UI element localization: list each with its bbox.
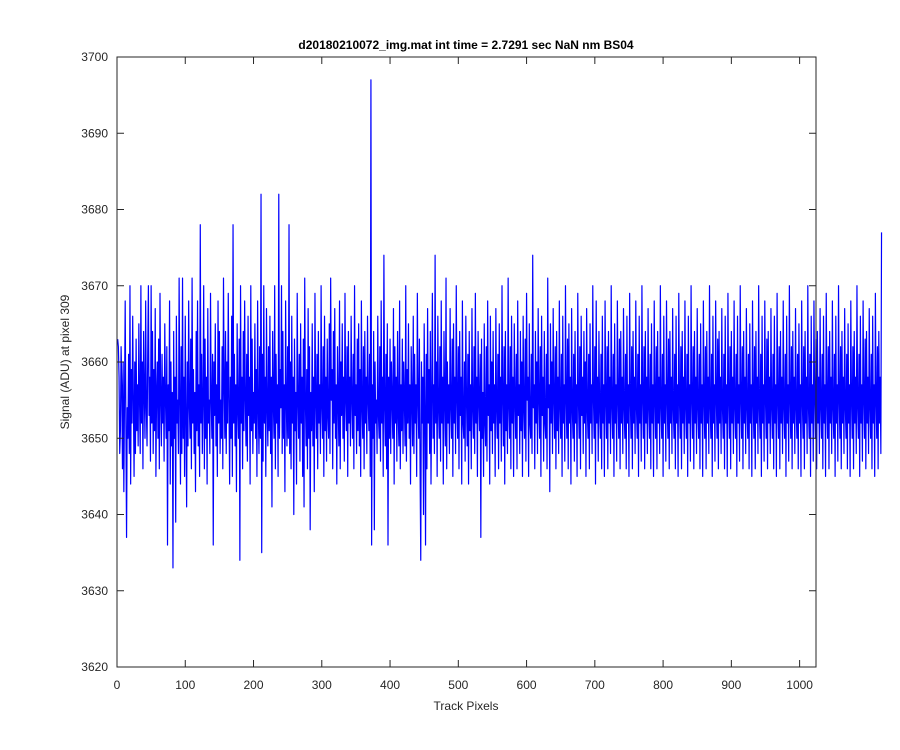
x-tick-label: 500: [448, 678, 468, 692]
y-tick-label: 3660: [81, 355, 108, 369]
x-tick-label: 0: [114, 678, 121, 692]
y-tick-label: 3640: [81, 508, 108, 522]
y-tick-label: 3650: [81, 431, 108, 445]
x-tick-label: 300: [312, 678, 332, 692]
x-tick-labels: 0 100 200 300 400 500 600 700 800 900 1000: [114, 678, 814, 692]
chart-title: d20180210072_img.mat int time = 2.7291 s…: [298, 38, 634, 52]
y-tick-label: 3690: [81, 126, 108, 140]
x-tick-label: 700: [585, 678, 605, 692]
axes-box: [116, 56, 817, 668]
x-tick-label: 400: [380, 678, 400, 692]
y-tick-label: 3700: [81, 50, 108, 64]
y-tick-label: 3620: [81, 660, 108, 674]
series-line-group: [117, 79, 883, 569]
y-tick-label: 3630: [81, 584, 108, 598]
x-tick-label: 1000: [786, 678, 813, 692]
x-tick-label: 100: [175, 678, 195, 692]
x-tick-label: 800: [653, 678, 673, 692]
x-tick-label: 900: [721, 678, 741, 692]
x-tick-label: 200: [244, 678, 264, 692]
y-tick-label: 3680: [81, 203, 108, 217]
y-tick-label: 3670: [81, 279, 108, 293]
x-axis-label: Track Pixels: [434, 699, 499, 713]
series-line-0: [117, 79, 883, 569]
x-tick-label: 600: [517, 678, 537, 692]
y-tick-labels: 3620 3630 3640 3650 3660 3670 3680 3690 3700: [81, 50, 108, 674]
y-axis-label: Signal (ADU) at pixel 309: [58, 294, 72, 429]
